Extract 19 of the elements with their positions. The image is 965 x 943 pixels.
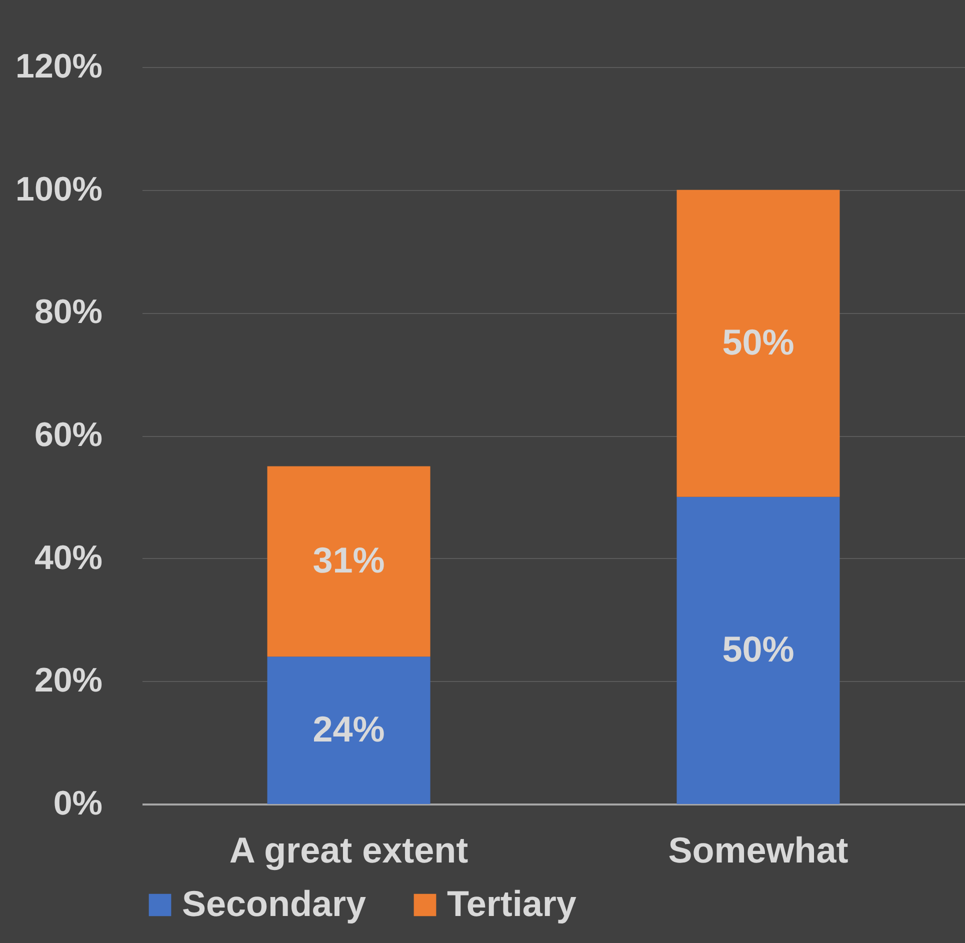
y-tick-label: 60% — [34, 416, 102, 454]
legend-label: Secondary — [182, 883, 366, 924]
x-tick-label: A great extent — [229, 830, 468, 870]
legend-label: Tertiary — [447, 883, 576, 924]
y-tick-label: 80% — [34, 293, 102, 332]
data-label: 50% — [722, 628, 794, 670]
x-tick-label: Somewhat — [668, 830, 848, 870]
data-label: 24% — [312, 708, 385, 750]
bar — [676, 496, 840, 804]
y-tick-label: 100% — [16, 170, 102, 208]
bar — [676, 190, 840, 497]
y-tick-label: 0% — [53, 784, 102, 822]
data-label: 50% — [722, 321, 794, 362]
bar — [267, 466, 430, 657]
y-tick-label: 20% — [34, 662, 102, 700]
y-tick-label: 40% — [34, 538, 102, 577]
bar — [267, 656, 430, 804]
data-label: 31% — [312, 539, 385, 580]
y-tick-label: 120% — [16, 48, 102, 86]
